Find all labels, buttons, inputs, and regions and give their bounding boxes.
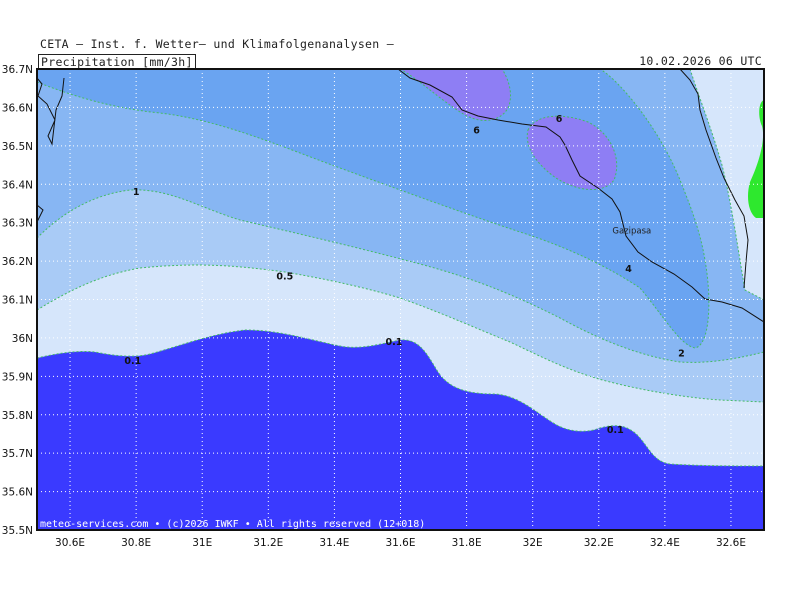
lon-tick-label: 32.4E [650, 537, 680, 549]
map-frame [36, 68, 765, 531]
lon-tick-label: 31.6E [385, 537, 415, 549]
lat-tick-label: 36.5N [2, 141, 33, 153]
lon-tick-label: 31.2E [253, 537, 283, 549]
coastline-turkey [397, 69, 764, 323]
coastline-west [37, 77, 65, 146]
land-green [748, 100, 764, 218]
contour-label: 0.1 [385, 337, 402, 348]
coastline-west-lower [37, 204, 44, 223]
coastlines [37, 69, 764, 323]
lat-tick-label: 36.7N [2, 64, 33, 76]
lat-tick-label: 36.6N [2, 102, 33, 114]
lat-tick-label: 36N [12, 333, 33, 345]
precipitation-fields [37, 69, 764, 530]
parameter-label: Precipitation_[mm/3h] [38, 54, 196, 69]
institute-title: CETA – Inst. f. Wetter– und Klimafolgena… [40, 37, 394, 51]
lon-tick-label: 32E [523, 537, 543, 549]
contour-label: 6 [556, 114, 563, 125]
band-6-plus-north [399, 69, 511, 121]
contour-label: 2 [678, 348, 685, 359]
lat-tick-label: 36.2N [2, 256, 33, 268]
latitude-ticks: 36.7N 36.6N 36.5N 36.4N 36.3N 36.2N 36.1N 36N 35… [2, 64, 33, 537]
lon-tick-label: 30.8E [121, 537, 151, 549]
lat-tick-label: 36.4N [2, 179, 33, 191]
contour-label: 0.1 [607, 425, 624, 436]
contour-label: 0.5 [276, 271, 293, 282]
lon-tick-label: 31.8E [452, 537, 482, 549]
contour-label: 6 [473, 125, 480, 136]
contour-label: 0.1 [124, 356, 141, 367]
lat-tick-label: 36.1N [2, 295, 33, 307]
contour-label: 1 [133, 187, 140, 198]
graticule [37, 69, 764, 530]
lon-tick-label: 32.6E [716, 537, 746, 549]
lat-tick-label: 35.5N [2, 525, 33, 537]
credit-line: meteo-services.com • (c)2026 IWKF • All … [40, 519, 425, 530]
lon-tick-label: 31.4E [319, 537, 349, 549]
lon-tick-label: 30.6E [55, 537, 85, 549]
band-6-plus-east [526, 115, 618, 191]
lon-tick-label: 32.2E [584, 537, 614, 549]
valid-time: 10.02.2026 06 UTC [639, 54, 762, 68]
place-label-gazipasa: Gazipasa [612, 226, 651, 236]
lat-tick-label: 35.7N [2, 448, 33, 460]
longitude-ticks: 30.6E 30.8E 31E 31.2E 31.4E 31.6E 31.8E 32E 32.2… [55, 537, 746, 549]
coastline-east [679, 69, 749, 289]
lat-tick-label: 36.3N [2, 218, 33, 230]
lon-tick-label: 31E [192, 537, 212, 549]
lat-tick-label: 35.9N [2, 371, 33, 383]
contour-labels: 6 6 1 0.5 4 2 0.1 0.1 0.1 [124, 114, 684, 436]
contour-label: 4 [625, 264, 632, 275]
lat-tick-label: 35.8N [2, 410, 33, 422]
lat-tick-label: 35.6N [2, 487, 33, 499]
